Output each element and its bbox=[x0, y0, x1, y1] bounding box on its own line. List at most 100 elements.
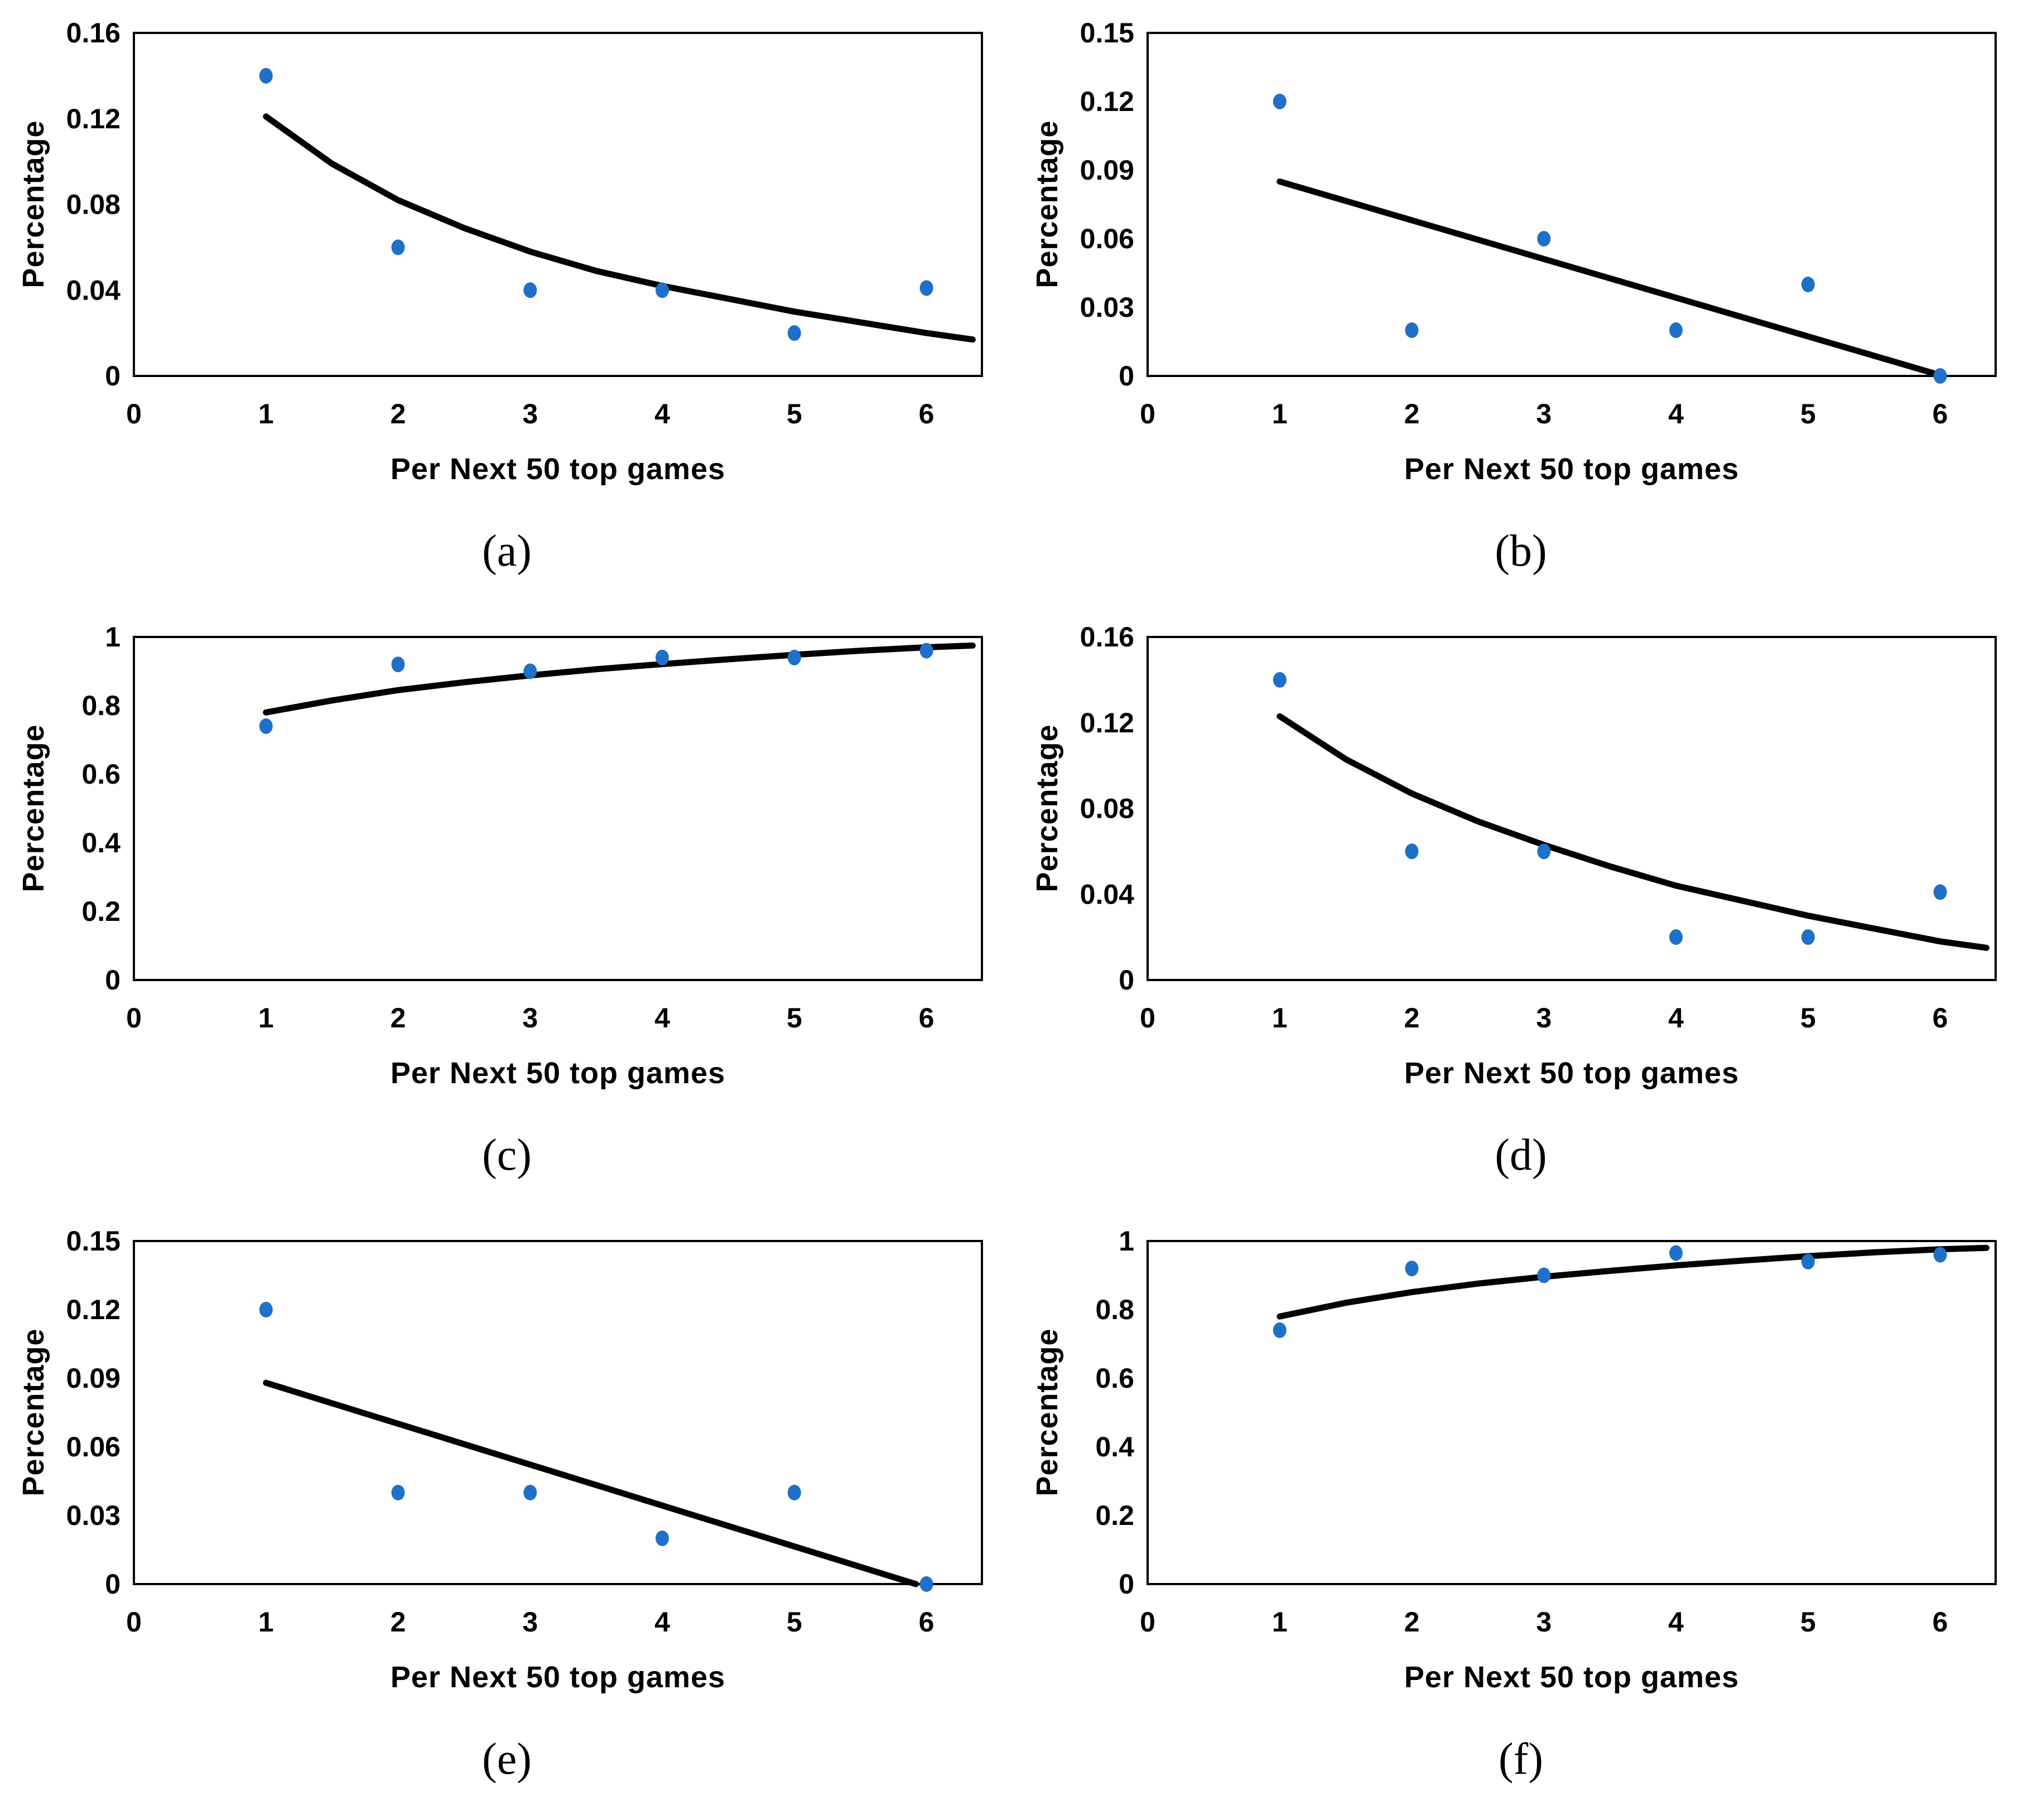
x-tick-label: 5 bbox=[1800, 1002, 1816, 1034]
x-axis-title: Per Next 50 top games bbox=[391, 1660, 725, 1694]
x-tick-label: 6 bbox=[1933, 398, 1948, 429]
chart-cell-c: Per Next 50 top games Percentage 0 0.2 0.4… bbox=[0, 612, 1014, 1216]
data-point bbox=[1405, 843, 1419, 860]
chart-caption-f: (f) bbox=[1499, 1735, 1543, 1784]
data-point bbox=[1933, 884, 1947, 900]
y-axis-title: Percentage bbox=[17, 1328, 50, 1496]
y-tick-label: 0.12 bbox=[1080, 86, 1134, 117]
y-tick-label: 0.16 bbox=[66, 17, 121, 49]
data-point bbox=[1405, 1261, 1419, 1277]
data-point bbox=[259, 67, 273, 84]
x-tick-label: 3 bbox=[1536, 1606, 1552, 1638]
chart-c: Per Next 50 top games Percentage 0 0.2 0.4… bbox=[17, 621, 983, 1090]
data-point bbox=[1537, 1267, 1551, 1283]
x-tick-label: 0 bbox=[1140, 1002, 1155, 1034]
y-axis-title: Percentage bbox=[1030, 120, 1064, 288]
data-point bbox=[787, 1485, 801, 1500]
y-tick-label: 0.03 bbox=[66, 1500, 121, 1531]
x-tick-label: 3 bbox=[522, 1606, 538, 1638]
y-tick-label: 0.12 bbox=[1080, 707, 1134, 738]
chart-caption-e: (e) bbox=[482, 1735, 532, 1784]
plot-area bbox=[133, 1240, 983, 1585]
y-tick-label: 0 bbox=[1119, 1568, 1134, 1600]
data-point bbox=[1801, 277, 1815, 292]
x-tick-label: 0 bbox=[1140, 1606, 1155, 1638]
x-tick-label: 2 bbox=[1404, 398, 1420, 429]
y-tick-label: 0.08 bbox=[1080, 793, 1134, 824]
x-tick-label: 6 bbox=[919, 398, 934, 429]
x-tick-label: 3 bbox=[522, 1002, 538, 1034]
chart-caption-c: (c) bbox=[482, 1131, 532, 1180]
trend-line bbox=[263, 642, 976, 716]
x-tick-label: 4 bbox=[654, 1002, 670, 1034]
trend-line bbox=[1276, 178, 1946, 379]
plot-area bbox=[133, 636, 983, 981]
y-tick-label: 0.12 bbox=[66, 103, 121, 134]
data-point bbox=[787, 649, 801, 665]
x-tick-label: 5 bbox=[787, 1002, 802, 1034]
trend-line bbox=[1276, 713, 1990, 951]
x-tick-label: 6 bbox=[1933, 1606, 1948, 1638]
plot-area bbox=[1147, 1240, 1997, 1585]
plot-area bbox=[133, 32, 983, 377]
trend-line bbox=[263, 1379, 919, 1587]
data-point bbox=[1669, 322, 1683, 338]
y-tick-label: 0.8 bbox=[1095, 1294, 1134, 1325]
x-tick-label: 0 bbox=[1140, 398, 1155, 429]
y-tick-label: 0.15 bbox=[66, 1225, 121, 1257]
y-tick-label: 0.2 bbox=[1095, 1500, 1134, 1531]
data-point bbox=[1669, 929, 1683, 945]
x-tick-label: 3 bbox=[1536, 1002, 1552, 1034]
y-tick-label: 0.04 bbox=[66, 274, 121, 306]
chart-caption-d: (d) bbox=[1495, 1131, 1547, 1180]
chart-caption-a: (a) bbox=[482, 527, 532, 576]
x-tick-label: 2 bbox=[1404, 1606, 1420, 1638]
y-tick-label: 0.03 bbox=[1080, 292, 1134, 323]
data-point bbox=[1801, 929, 1815, 945]
x-axis-title: Per Next 50 top games bbox=[1404, 1056, 1739, 1090]
x-axis-title: Per Next 50 top games bbox=[391, 452, 725, 486]
y-axis-title: Percentage bbox=[1030, 724, 1064, 892]
plot-area bbox=[1147, 636, 1997, 981]
y-tick-label: 0 bbox=[105, 1568, 121, 1600]
chart-caption-b: (b) bbox=[1495, 527, 1547, 576]
y-tick-label: 0 bbox=[105, 360, 121, 392]
x-tick-label: 0 bbox=[126, 1606, 142, 1638]
x-tick-label: 2 bbox=[1404, 1002, 1420, 1034]
x-tick-label: 4 bbox=[1668, 398, 1684, 429]
x-axis-title: Per Next 50 top games bbox=[391, 1056, 725, 1090]
chart-cell-d: Per Next 50 top games Percentage 0 0.04 0.… bbox=[1014, 612, 2028, 1216]
x-tick-label: 2 bbox=[391, 1002, 406, 1034]
data-point bbox=[1273, 1322, 1287, 1338]
data-point bbox=[919, 1576, 933, 1592]
data-point bbox=[919, 280, 933, 296]
x-tick-label: 6 bbox=[919, 1002, 934, 1034]
data-point bbox=[1933, 368, 1947, 384]
x-tick-label: 4 bbox=[654, 1606, 670, 1638]
x-axis-title: Per Next 50 top games bbox=[1404, 1660, 1739, 1694]
y-tick-label: 0.4 bbox=[81, 827, 121, 858]
chart-cell-f: Per Next 50 top games Percentage 0 0.2 0.4… bbox=[1014, 1216, 2028, 1820]
y-tick-label: 0.6 bbox=[1095, 1363, 1134, 1394]
data-point bbox=[523, 282, 537, 298]
y-tick-label: 0 bbox=[105, 964, 121, 996]
y-tick-label: 0.6 bbox=[81, 759, 121, 790]
y-tick-label: 0.06 bbox=[1080, 223, 1134, 254]
data-point bbox=[523, 663, 537, 679]
data-point bbox=[259, 1302, 273, 1317]
plot-area bbox=[1147, 32, 1997, 377]
y-tick-label: 0.06 bbox=[66, 1431, 121, 1462]
data-point bbox=[391, 1485, 405, 1500]
chart-d: Per Next 50 top games Percentage 0 0.04 0.… bbox=[1030, 621, 1997, 1090]
y-tick-label: 0.04 bbox=[1080, 878, 1135, 910]
y-tick-label: 0.2 bbox=[81, 896, 121, 927]
x-tick-label: 4 bbox=[1668, 1606, 1684, 1638]
x-tick-label: 1 bbox=[1272, 398, 1288, 429]
x-axis-title: Per Next 50 top games bbox=[1404, 452, 1739, 486]
x-tick-label: 2 bbox=[391, 398, 406, 429]
data-point bbox=[1273, 672, 1287, 688]
data-point bbox=[656, 282, 669, 298]
x-tick-label: 3 bbox=[522, 398, 538, 429]
y-tick-label: 0.15 bbox=[1080, 17, 1134, 49]
